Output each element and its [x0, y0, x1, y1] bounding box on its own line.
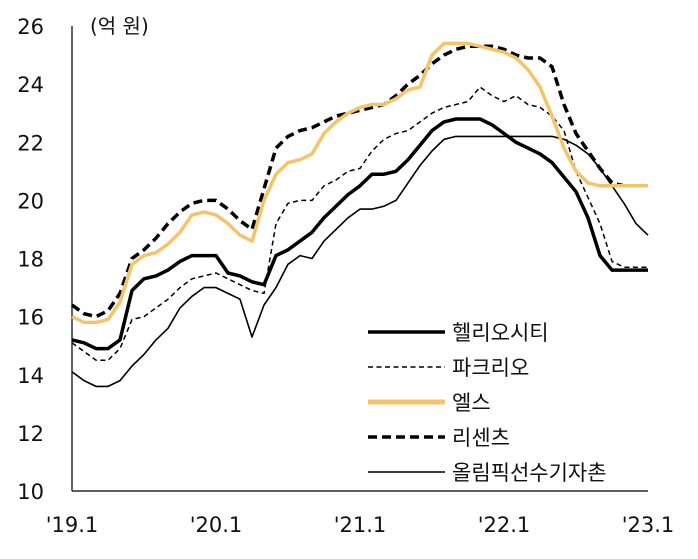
series-line-4 — [71, 135, 649, 388]
y-tick-label: 12 — [17, 422, 44, 446]
x-tick-label: '19.1 — [46, 513, 99, 537]
legend-label: 파크리오 — [452, 356, 529, 380]
series-lines — [70, 41, 649, 388]
y-tick-label: 20 — [17, 189, 44, 213]
y-tick-label: 10 — [17, 480, 44, 504]
y-tick-labels: 26 24 22 20 18 16 14 12 10 — [17, 15, 44, 504]
y-tick-label: 18 — [17, 248, 44, 272]
y-tick-label: 16 — [17, 306, 44, 330]
x-tick-label: '20.1 — [190, 513, 243, 537]
legend-label: 올림픽선수기자촌 — [452, 461, 607, 485]
axes — [71, 26, 648, 492]
x-tick-label: '21.1 — [334, 513, 387, 537]
y-tick-label: 26 — [17, 15, 44, 39]
unit-label: (억 원) — [90, 14, 149, 38]
series-line-3 — [70, 44, 648, 319]
y-tick-label: 22 — [17, 131, 44, 155]
legend-label: 엘스 — [452, 391, 491, 415]
series-line-0 — [71, 117, 648, 351]
x-tick-label: '23.1 — [622, 513, 675, 537]
legend-label: 헬리오시티 — [452, 321, 549, 345]
legend-label: 리센츠 — [452, 426, 510, 450]
series-line-1 — [71, 86, 648, 361]
x-tick-labels: '19.1 '20.1 '21.1 '22.1 '23.1 — [46, 513, 675, 537]
y-tick-label: 14 — [17, 364, 44, 388]
y-tick-label: 24 — [17, 73, 44, 97]
series-line-2 — [71, 41, 648, 325]
x-tick-label: '22.1 — [478, 513, 531, 537]
